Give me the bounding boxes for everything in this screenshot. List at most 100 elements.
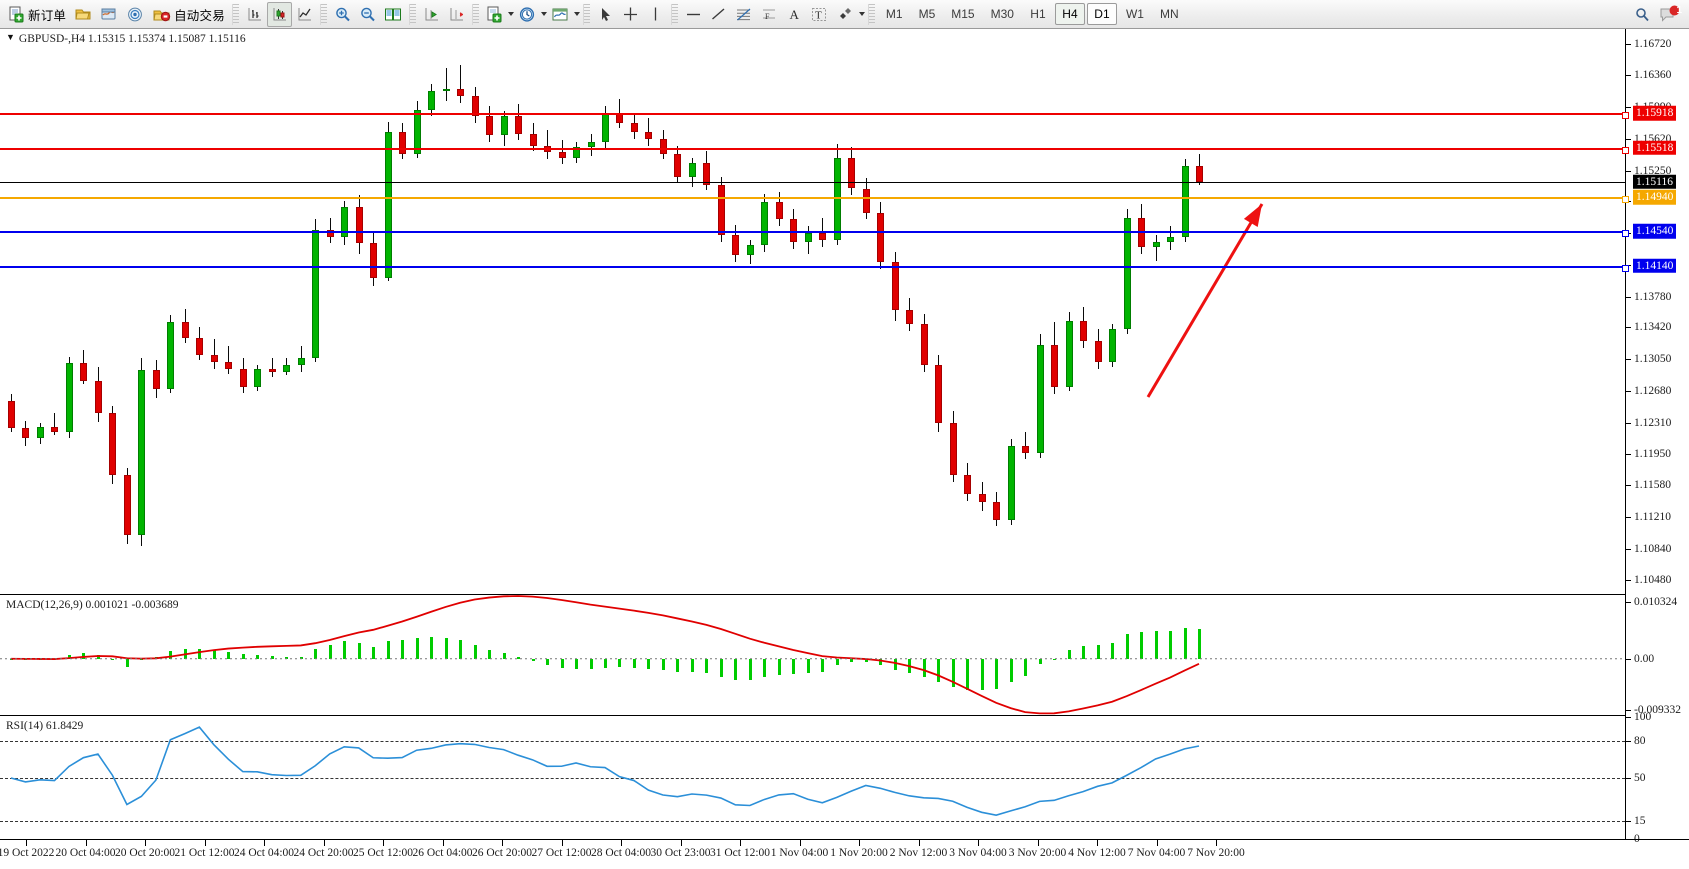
- horizontal-line-button[interactable]: [681, 2, 706, 27]
- time-axis-tick: [740, 840, 741, 846]
- candle-body-bearish: [457, 89, 465, 96]
- price-axis[interactable]: 1.167201.163601.159901.156201.152501.148…: [1625, 29, 1689, 845]
- macd-histogram-bar: [589, 658, 593, 670]
- rsi-level-50: [0, 778, 1625, 779]
- vertical-line-button[interactable]: [643, 2, 668, 27]
- timeframe-button-d1[interactable]: D1: [1086, 3, 1117, 25]
- price-pane[interactable]: ▼ GBPUSD-,H4 1.15315 1.15374 1.15087 1.15…: [0, 29, 1629, 595]
- fibonacci-button[interactable]: [731, 2, 757, 27]
- signals-button[interactable]: [122, 2, 148, 27]
- bullish-trend-arrow[interactable]: [0, 29, 1625, 595]
- timeframe-button-mn[interactable]: MN: [1159, 7, 1179, 21]
- price-badge-1-15116[interactable]: 1.15116: [1633, 174, 1676, 190]
- macd-histogram-bar: [111, 658, 115, 660]
- resistance-line-1[interactable]: [0, 112, 1629, 120]
- candle-body-bearish: [862, 188, 870, 213]
- objects-dropdown-caret[interactable]: [858, 12, 865, 16]
- zoom-out-button[interactable]: [355, 2, 380, 27]
- time-axis-tick: [561, 840, 563, 846]
- timeframe-button-m1[interactable]: M1: [885, 7, 903, 21]
- toolbar-separator-7: [867, 3, 875, 25]
- macd-histogram-bar: [806, 658, 810, 673]
- support-line-2[interactable]: [0, 264, 1629, 272]
- search-button[interactable]: [1630, 2, 1655, 27]
- macd-axis-label: -0.009332: [1634, 703, 1681, 716]
- price-badge-1-14140[interactable]: 1.14140: [1633, 258, 1677, 273]
- macd-histogram-bar: [285, 656, 289, 659]
- candlestick-chart-button[interactable]: [266, 1, 292, 27]
- alerts-button[interactable]: 1: [1655, 2, 1685, 27]
- pivot-line[interactable]: [0, 196, 1629, 204]
- timeframe-button-m5[interactable]: M5: [918, 7, 936, 21]
- templates-icon: [551, 6, 569, 23]
- resistance-line-2[interactable]: [0, 146, 1629, 154]
- cursor-button[interactable]: [593, 2, 618, 27]
- rsi-axis-tick: [1626, 741, 1631, 743]
- period-button[interactable]: [514, 2, 540, 27]
- trendline-icon: [710, 6, 727, 23]
- support-line-1[interactable]: [0, 230, 1629, 238]
- linear-regression-icon: F: [761, 6, 778, 23]
- trendline-button[interactable]: [706, 2, 731, 27]
- timeframe-button-h4[interactable]: H4: [1054, 3, 1085, 25]
- macd-histogram-bar: [343, 641, 347, 659]
- folder-button[interactable]: [70, 2, 96, 27]
- new-chart-dropdown-caret[interactable]: [507, 12, 514, 16]
- templates-button[interactable]: [547, 2, 573, 27]
- linear-regression-button[interactable]: F: [757, 2, 782, 27]
- price-badge-1-14940[interactable]: 1.14940: [1633, 189, 1677, 205]
- macd-histogram-bar: [256, 655, 260, 659]
- templates-dropdown-caret[interactable]: [573, 12, 580, 16]
- chart-workspace[interactable]: ▼ GBPUSD-,H4 1.15315 1.15374 1.15087 1.15…: [0, 29, 1689, 869]
- rsi-pane[interactable]: RSI(14) 61.8429: [0, 717, 1625, 839]
- timeframe-button-m15[interactable]: M15: [951, 7, 975, 21]
- line-chart-button[interactable]: [292, 2, 317, 27]
- timeframe-button-m30[interactable]: M30: [990, 7, 1014, 21]
- timeframe-button-h1[interactable]: H1: [1030, 7, 1046, 21]
- autotrading-button[interactable]: 自动交易: [148, 2, 229, 27]
- price-axis-tick: [1626, 359, 1631, 361]
- macd-histogram-bar: [212, 650, 216, 659]
- price-badge-1-14540[interactable]: 1.14540: [1633, 224, 1677, 239]
- auto-scroll-button[interactable]: [444, 2, 469, 27]
- candle-body-bearish: [819, 233, 827, 240]
- candle-body-bullish: [384, 131, 392, 278]
- period-dropdown-caret[interactable]: [540, 12, 547, 16]
- svg-text:F: F: [765, 12, 770, 21]
- level-line-handle[interactable]: [1622, 196, 1629, 204]
- text-label-button[interactable]: A: [782, 2, 807, 27]
- data-grid-button[interactable]: [380, 2, 406, 27]
- time-axis[interactable]: 19 Oct 2022 20 Oct 04:00 20 Oct 20:00 21 Oc…: [0, 839, 1689, 869]
- level-line-handle[interactable]: [1622, 112, 1629, 120]
- new-order-label: 新订单: [28, 8, 67, 23]
- macd-histogram-bar: [1154, 630, 1158, 659]
- candle-body-bearish: [775, 202, 783, 220]
- timeframe-button-w1[interactable]: W1: [1125, 7, 1144, 21]
- price-axis-label: 1.16360: [1634, 69, 1672, 82]
- candle-body-bearish: [630, 123, 638, 132]
- chart-shift-button[interactable]: [419, 2, 444, 27]
- price-badge-1-15918[interactable]: 1.15918: [1633, 105, 1677, 121]
- text-box-button[interactable]: T: [807, 2, 832, 27]
- candle-body-bearish: [1080, 320, 1088, 342]
- zoom-in-button[interactable]: [330, 2, 355, 27]
- macd-pane[interactable]: MACD(12,26,9) 0.001021 -0.003689: [0, 595, 1625, 716]
- price-badge-1-15518[interactable]: 1.15518: [1633, 140, 1677, 155]
- new-order-button[interactable]: 新订单: [4, 2, 70, 27]
- macd-histogram-bar: [922, 658, 926, 677]
- candle-body-bearish: [993, 502, 1001, 520]
- time-axis-tick: [323, 840, 325, 846]
- level-line-handle[interactable]: [1622, 264, 1629, 272]
- level-line-handle[interactable]: [1622, 230, 1629, 238]
- macd-histogram-bar: [1009, 658, 1013, 683]
- objects-button[interactable]: [832, 2, 858, 27]
- macd-title: MACD(12,26,9) 0.001021 -0.003689: [6, 599, 179, 611]
- macd-histogram-bar: [459, 640, 463, 659]
- bar-chart-button[interactable]: [242, 2, 267, 27]
- collapse-triangle-icon[interactable]: ▼: [6, 32, 15, 42]
- crosshair-button[interactable]: [618, 2, 643, 27]
- level-line-handle[interactable]: [1622, 146, 1629, 154]
- data-window-button[interactable]: [96, 2, 122, 27]
- new-chart-button[interactable]: [482, 2, 507, 27]
- last-price-line[interactable]: [0, 181, 1625, 183]
